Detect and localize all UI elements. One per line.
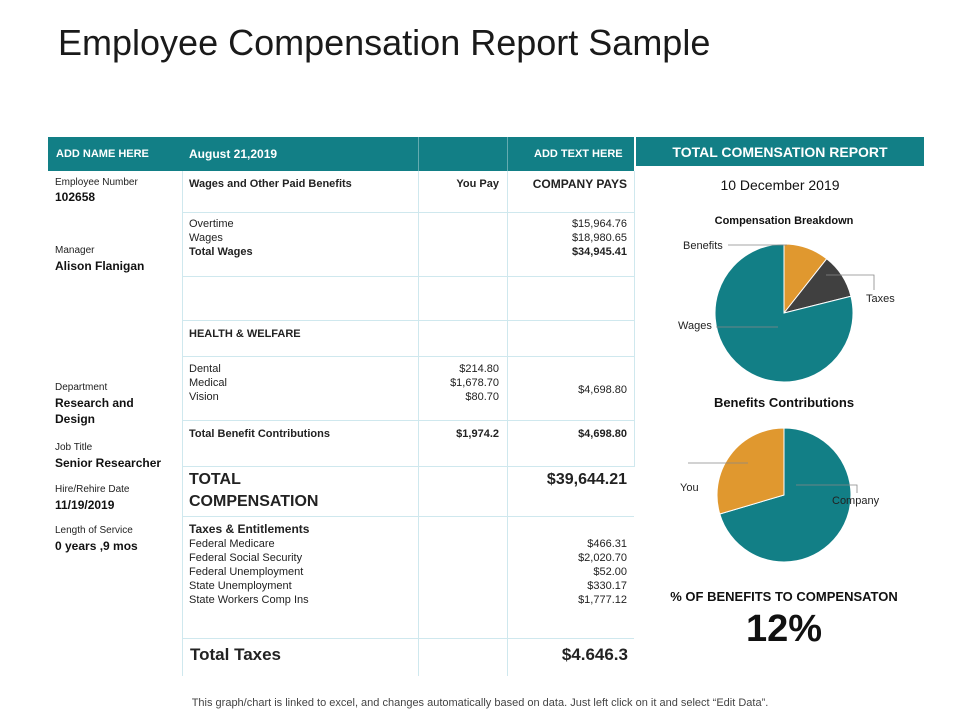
total-benefit-you: $1,974.2 (456, 428, 499, 440)
employee-number-label: Employee Number (55, 177, 138, 188)
vision-label: Vision (189, 391, 219, 403)
report-title-banner: TOTAL COMENSATION REPORT (636, 137, 924, 166)
pie-label-you: You (680, 482, 699, 494)
total-compensation-value: $39,644.21 (546, 471, 627, 488)
date-header: August 21,2019 (189, 147, 278, 161)
manager-label: Manager (55, 245, 95, 256)
benefits-percent-label: % OF BENEFITS TO COMPENSATON (670, 589, 898, 604)
total-compensation-line-1: TOTAL (189, 471, 241, 488)
total-taxes-value: $4.646.3 (561, 645, 628, 664)
table-header-bar: ADD NAME HERE August 21,2019 ADD TEXT HE… (48, 137, 634, 171)
grid-line (182, 516, 634, 517)
leader-line (796, 484, 858, 493)
total-wages-value: $34,945.41 (571, 246, 627, 258)
health-welfare-heading: HEALTH & WELFARE (189, 328, 301, 340)
department-label: Department (55, 382, 108, 393)
pie-label-taxes: Taxes (866, 293, 895, 305)
grid-line (634, 171, 635, 467)
page-title: Employee Compensation Report Sample (58, 22, 711, 63)
dental-label: Dental (189, 363, 221, 375)
tax-value: $52.00 (593, 566, 627, 578)
pie-label-company: Company (832, 495, 880, 507)
pie-slice-company (719, 427, 852, 563)
total-benefit-company: $4,698.80 (578, 428, 627, 440)
grid-line (182, 276, 634, 277)
wages-value: $18,980.65 (571, 232, 627, 244)
total-compensation-label: TOTAL COMPENSATION (189, 469, 318, 513)
chart-title-benefits: Benefits Contributions (713, 395, 855, 410)
grid-line (182, 466, 634, 467)
grid-line (418, 171, 419, 676)
grid-line (182, 212, 634, 213)
manager-name: Alison Flanigan (55, 259, 145, 273)
grid-line (507, 171, 508, 676)
header-divider (507, 137, 508, 171)
header-divider (418, 137, 419, 171)
tax-label: State Unemployment (189, 580, 292, 592)
tax-label: Federal Unemployment (189, 566, 304, 578)
pie-slice-you (716, 427, 785, 515)
company-pays-heading: COMPANY PAYS (532, 177, 627, 191)
add-text-header[interactable]: ADD TEXT HERE (534, 148, 623, 160)
grid-line (182, 356, 634, 357)
benefits-percent-value: 12% (745, 608, 823, 650)
medical-value: $1,678.70 (450, 377, 499, 389)
footer-note: This graph/chart is linked to excel, and… (191, 697, 769, 709)
hire-date: 11/19/2019 (55, 498, 115, 512)
grid-line (182, 171, 183, 676)
taxes-values: $466.31 $2,020.70 $52.00 $330.17 $1,777.… (508, 537, 627, 607)
taxes-heading: Taxes & Entitlements (189, 522, 310, 536)
overtime-value: $15,964.76 (571, 218, 627, 230)
health-labels: Dental Medical Vision (189, 362, 227, 404)
tax-label: State Workers Comp Ins (189, 594, 309, 606)
wages-values: $15,964.76 $18,980.65 $34,945.41 (508, 217, 627, 259)
vision-value: $80.70 (465, 391, 499, 403)
department-line-1: Research and (55, 396, 134, 410)
report-date: 10 December 2019 (720, 177, 840, 193)
overtime-label: Overtime (189, 218, 234, 230)
pie-slice-taxes (782, 258, 852, 314)
wages-labels: Overtime Wages Total Wages (189, 217, 253, 259)
department-line-2: Design (55, 412, 96, 426)
tax-label: Federal Social Security (189, 552, 303, 564)
grid-line (182, 320, 634, 321)
service-length: 0 years ,9 mos (55, 539, 138, 553)
total-benefit-label: Total Benefit Contributions (189, 428, 330, 440)
grid-line (182, 420, 634, 421)
hire-date-label: Hire/Rehire Date (55, 484, 130, 495)
wages-label: Wages (189, 232, 223, 244)
pie-slice-benefits (783, 243, 828, 315)
tax-value: $330.17 (587, 580, 627, 592)
chart-title-compensation: Compensation Breakdown (714, 215, 854, 227)
leader-line (826, 274, 875, 290)
service-length-label: Length of Service (55, 525, 133, 536)
total-compensation-line-2: COMPENSATION (189, 493, 319, 510)
job-title-label: Job Title (55, 442, 93, 453)
health-company-value: $4,698.80 (578, 384, 627, 396)
pie-slice-wages (714, 243, 854, 383)
taxes-labels: Federal Medicare Federal Social Security… (189, 537, 309, 607)
wages-benefits-heading: Wages and Other Paid Benefits (189, 178, 352, 190)
grid-line (182, 638, 634, 639)
health-you-pay: $214.80 $1,678.70 $80.70 (420, 362, 499, 404)
employee-number: 102658 (55, 190, 96, 204)
name-header[interactable]: ADD NAME HERE (56, 148, 149, 160)
tax-value: $1,777.12 (578, 594, 627, 606)
tax-value: $2,020.70 (578, 552, 627, 564)
pie-label-wages: Wages (678, 320, 712, 332)
tax-value: $466.31 (587, 538, 627, 550)
pie-label-benefits: Benefits (683, 240, 723, 252)
total-wages-label: Total Wages (189, 246, 253, 258)
tax-label: Federal Medicare (189, 538, 275, 550)
you-pay-heading: You Pay (456, 178, 499, 190)
medical-label: Medical (189, 377, 227, 389)
dental-value: $214.80 (459, 363, 499, 375)
job-title: Senior Researcher (55, 456, 162, 470)
total-taxes-label: Total Taxes (190, 645, 282, 664)
